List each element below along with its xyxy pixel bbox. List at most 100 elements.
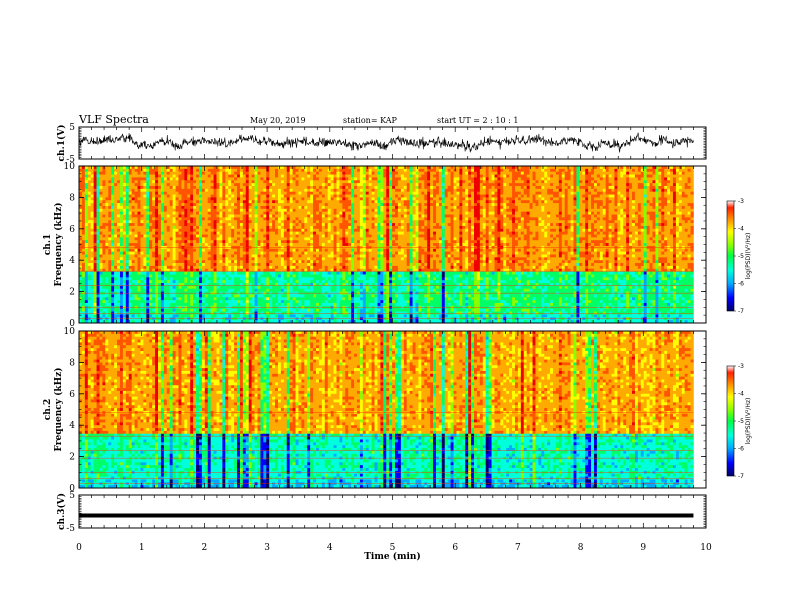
spectrogram-cell: [166, 217, 171, 221]
spectrogram-cell: [254, 217, 258, 221]
spectrogram-cell: [579, 211, 583, 215]
spectrogram-cell: [526, 185, 530, 190]
spectrogram-cell: [193, 214, 197, 218]
spectrogram-cell: [333, 214, 337, 218]
spectrogram-cell: [125, 203, 130, 207]
spectrogram-cell: [547, 208, 551, 212]
spectrogram-cell: [275, 188, 279, 192]
spectrogram-cell: [564, 197, 568, 201]
spectrogram-cell: [392, 194, 396, 198]
spectrogram-cell: [117, 185, 121, 190]
spectrogram-cell: [678, 211, 683, 215]
spectrogram-cell: [245, 191, 250, 195]
spectrogram-cell: [125, 188, 130, 192]
spectrogram-cell: [87, 223, 92, 227]
spectrogram-cell: [555, 217, 560, 221]
spectrogram-cell: [389, 166, 393, 170]
spectrogram-cell: [634, 180, 639, 184]
spectrogram-cell: [441, 197, 446, 201]
spectrogram-cell: [222, 217, 226, 221]
spectrogram-cell: [93, 228, 97, 232]
spectrogram-cell: [380, 185, 384, 190]
spectrogram-cell: [108, 166, 112, 170]
spectrogram-cell: [175, 200, 179, 204]
spectrogram-cell: [275, 217, 279, 221]
spectrogram-cell: [541, 168, 545, 172]
spectrogram-cell: [403, 171, 408, 175]
spectrogram-cell: [582, 214, 586, 218]
spectrogram-cell: [684, 214, 688, 218]
spectrogram-cell: [237, 174, 241, 178]
spectrogram-cell: [629, 217, 633, 221]
spectrogram-cell: [675, 211, 680, 215]
spectrogram-cell: [509, 220, 513, 224]
spectrogram-cell: [611, 208, 615, 212]
spectrogram-cell: [134, 188, 138, 192]
spectrogram-cell: [626, 228, 630, 232]
spectrogram-cell: [450, 228, 454, 232]
spectrogram-cell: [272, 185, 276, 190]
spectrogram-cell: [488, 211, 492, 215]
spectrogram-cell: [193, 171, 197, 175]
spectrogram-cell: [614, 188, 618, 192]
spectrogram-cell: [134, 168, 138, 172]
spectrogram-cell: [213, 177, 217, 181]
spectrogram-cell: [114, 208, 118, 212]
spectrogram-cell: [289, 177, 293, 181]
spectrogram-cell: [588, 205, 592, 210]
spectrogram-cell: [260, 200, 264, 204]
spectrogram-cell: [263, 168, 267, 172]
spectrogram-cell: [134, 177, 138, 181]
spectrogram-cell: [488, 217, 492, 221]
spectrogram-cell: [213, 185, 217, 190]
spectrogram-cell: [251, 211, 255, 215]
spectrogram-cell: [356, 223, 361, 227]
spectrogram-cell: [108, 191, 112, 195]
spectrogram-cell: [509, 177, 513, 181]
spectrogram-cell: [225, 211, 229, 215]
spectrogram-cell: [248, 166, 252, 170]
spectrogram-cell: [292, 183, 296, 187]
spectrogram-cell: [222, 200, 226, 204]
spectrogram-cell: [166, 168, 171, 172]
spectrogram-cell: [529, 217, 533, 221]
spectrogram-cell: [497, 180, 501, 184]
spectrogram-cell: [307, 168, 311, 172]
spectrogram-cell: [409, 211, 413, 215]
spectrogram-cell: [289, 200, 293, 204]
spectrogram-cell: [263, 214, 267, 218]
spectrogram-cell: [301, 228, 305, 232]
spectrogram-cell: [474, 166, 478, 170]
spectrogram-cell: [453, 183, 457, 187]
spectrogram-cell: [626, 197, 630, 201]
spectrogram-cell: [336, 200, 340, 204]
spectrogram-cell: [313, 180, 317, 184]
spectrogram-cell: [137, 223, 141, 227]
spectrogram-cell: [646, 180, 650, 184]
spectrogram-cell: [292, 214, 296, 218]
spectrogram-cell: [421, 171, 425, 175]
spectrogram-cell: [441, 225, 446, 230]
spectrogram-cell: [330, 174, 334, 178]
spectrogram-cell: [213, 217, 217, 221]
spectrogram-cell: [465, 174, 469, 178]
spectrogram-cell: [658, 214, 662, 218]
spectrogram-cell: [283, 191, 288, 195]
spectrogram-cell: [272, 177, 276, 181]
spectrogram-cell: [514, 183, 519, 187]
spectrogram-cell: [377, 217, 381, 221]
spectrogram-cell: [90, 231, 94, 235]
spectrogram-cell: [488, 203, 492, 207]
spectrogram-cell: [99, 200, 103, 204]
spectrogram-cell: [617, 208, 621, 212]
spectrogram-cell: [257, 174, 261, 178]
spectrogram-cell: [260, 168, 264, 172]
spectrogram-cell: [506, 223, 510, 227]
spectrogram-cell: [588, 228, 592, 232]
spectrogram-cell: [538, 214, 542, 218]
spectrogram-cell: [140, 171, 144, 175]
spectrogram-cell: [629, 203, 633, 207]
spectrogram-cell: [494, 217, 498, 221]
spectrogram-cell: [339, 211, 343, 215]
spectrogram-cell: [137, 174, 141, 178]
